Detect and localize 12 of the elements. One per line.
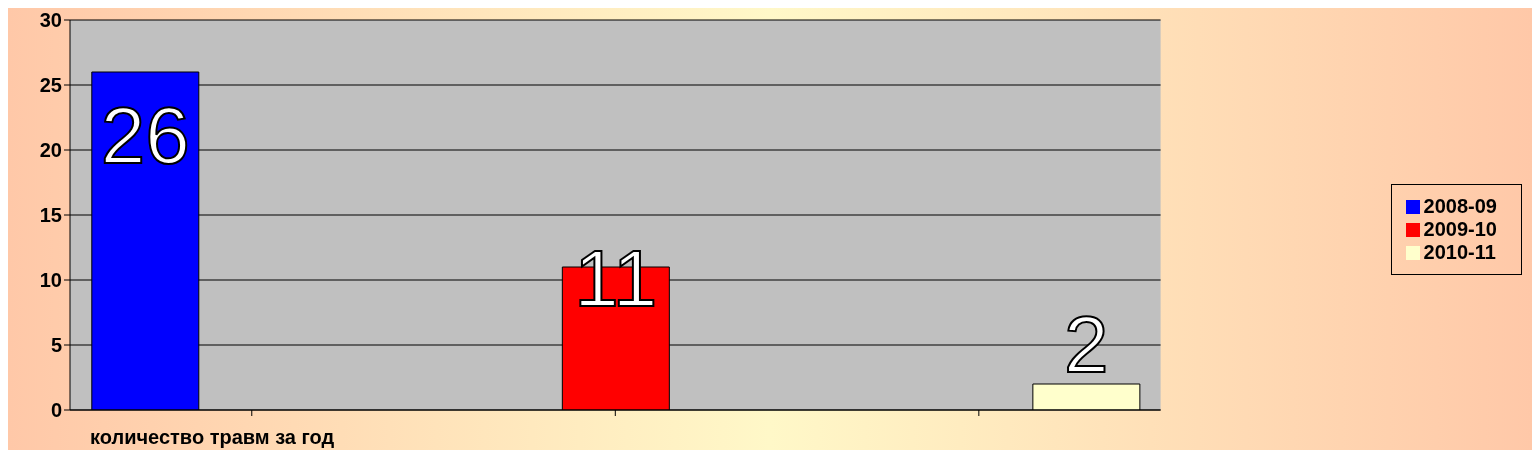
legend-label: 2008-09	[1423, 194, 1497, 217]
y-tick-label: 30	[39, 9, 62, 32]
y-tick-label: 0	[50, 399, 62, 422]
y-tick-label: 5	[50, 334, 62, 357]
y-tick-label: 10	[39, 269, 62, 292]
x-axis-title: количество травм за год	[90, 426, 335, 449]
data-label: 26	[100, 91, 190, 181]
legend-label: 2010-11	[1423, 240, 1496, 263]
y-tick-label: 15	[39, 204, 62, 227]
y-tick-label: 20	[39, 139, 62, 162]
y-tick-label: 25	[39, 74, 62, 97]
legend-label: 2009-10	[1423, 217, 1497, 240]
